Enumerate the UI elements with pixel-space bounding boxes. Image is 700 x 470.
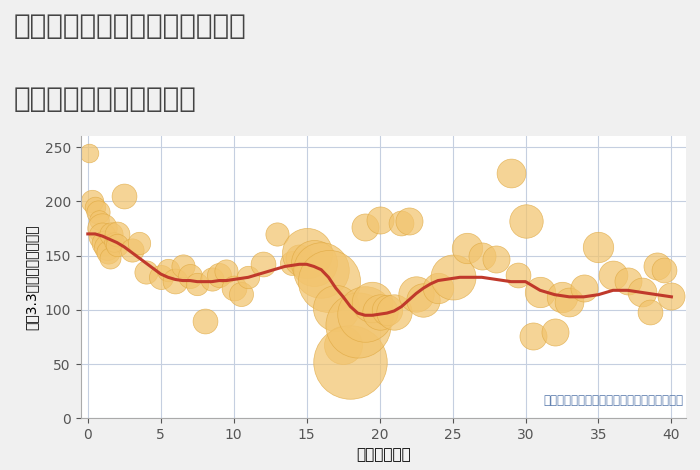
Point bbox=[184, 273, 195, 280]
Point bbox=[169, 277, 181, 284]
Point bbox=[155, 274, 167, 281]
Point bbox=[666, 292, 677, 299]
Point bbox=[564, 298, 575, 306]
Point bbox=[126, 246, 137, 254]
Point bbox=[286, 259, 297, 267]
Point bbox=[337, 341, 349, 348]
Point bbox=[512, 271, 524, 279]
Point bbox=[396, 219, 407, 227]
Point bbox=[106, 230, 117, 238]
Point bbox=[608, 271, 619, 279]
Point bbox=[162, 266, 174, 274]
Point bbox=[535, 289, 546, 296]
Point bbox=[97, 232, 108, 240]
Point bbox=[476, 252, 487, 259]
Point bbox=[330, 304, 342, 312]
Point bbox=[84, 149, 95, 157]
Point bbox=[104, 254, 116, 261]
Point bbox=[90, 203, 101, 211]
Point bbox=[359, 224, 370, 231]
Point bbox=[593, 243, 604, 251]
Point bbox=[214, 271, 225, 279]
Point bbox=[644, 308, 655, 316]
Point bbox=[403, 217, 414, 225]
Point bbox=[447, 274, 458, 281]
Point bbox=[272, 230, 283, 238]
Point bbox=[87, 197, 98, 205]
Point bbox=[461, 244, 472, 252]
Point bbox=[410, 290, 421, 298]
Point bbox=[636, 289, 648, 296]
Point bbox=[418, 296, 429, 304]
Point bbox=[199, 317, 210, 324]
Point bbox=[119, 192, 130, 200]
Point bbox=[389, 308, 400, 316]
Point bbox=[505, 169, 517, 177]
Point bbox=[323, 277, 334, 284]
Point bbox=[367, 298, 378, 306]
Point bbox=[433, 284, 444, 292]
Point bbox=[345, 358, 356, 366]
Text: 円の大きさは、取引のあった物件面積を示す: 円の大きさは、取引のあった物件面積を示す bbox=[543, 394, 683, 407]
Point bbox=[651, 263, 662, 270]
Point bbox=[359, 310, 370, 318]
Point bbox=[549, 328, 560, 335]
Point bbox=[294, 254, 305, 261]
Point bbox=[103, 249, 114, 256]
Point bbox=[301, 250, 312, 257]
Point bbox=[578, 284, 589, 292]
Point bbox=[556, 293, 568, 301]
Point bbox=[243, 274, 254, 281]
Point bbox=[94, 216, 105, 224]
Y-axis label: 坪（3.3㎡）単価（万円）: 坪（3.3㎡）単価（万円） bbox=[25, 225, 38, 330]
Point bbox=[108, 238, 120, 245]
Text: 築年数別中古戸建て価格: 築年数別中古戸建て価格 bbox=[14, 85, 197, 113]
Point bbox=[258, 260, 269, 268]
Point bbox=[374, 308, 385, 316]
Point bbox=[382, 306, 393, 313]
Point bbox=[308, 259, 319, 267]
Point bbox=[228, 284, 239, 292]
Point bbox=[527, 332, 538, 340]
Point bbox=[220, 267, 232, 274]
Point bbox=[352, 321, 363, 329]
Point bbox=[206, 276, 218, 283]
Point bbox=[102, 243, 113, 251]
Point bbox=[97, 225, 108, 232]
Point bbox=[92, 209, 104, 216]
X-axis label: 築年数（年）: 築年数（年） bbox=[356, 447, 411, 462]
Point bbox=[133, 239, 144, 246]
Point bbox=[491, 255, 502, 263]
Point bbox=[316, 266, 327, 274]
Text: 神奈川県川崎市多摩区宿河原の: 神奈川県川崎市多摩区宿河原の bbox=[14, 12, 246, 40]
Point bbox=[111, 241, 122, 249]
Point bbox=[192, 280, 203, 288]
Point bbox=[235, 290, 246, 298]
Point bbox=[141, 268, 152, 275]
Point bbox=[177, 263, 188, 270]
Point bbox=[98, 239, 109, 246]
Point bbox=[520, 217, 531, 225]
Point bbox=[622, 277, 634, 284]
Point bbox=[374, 216, 385, 224]
Point bbox=[111, 230, 122, 238]
Point bbox=[659, 266, 670, 274]
